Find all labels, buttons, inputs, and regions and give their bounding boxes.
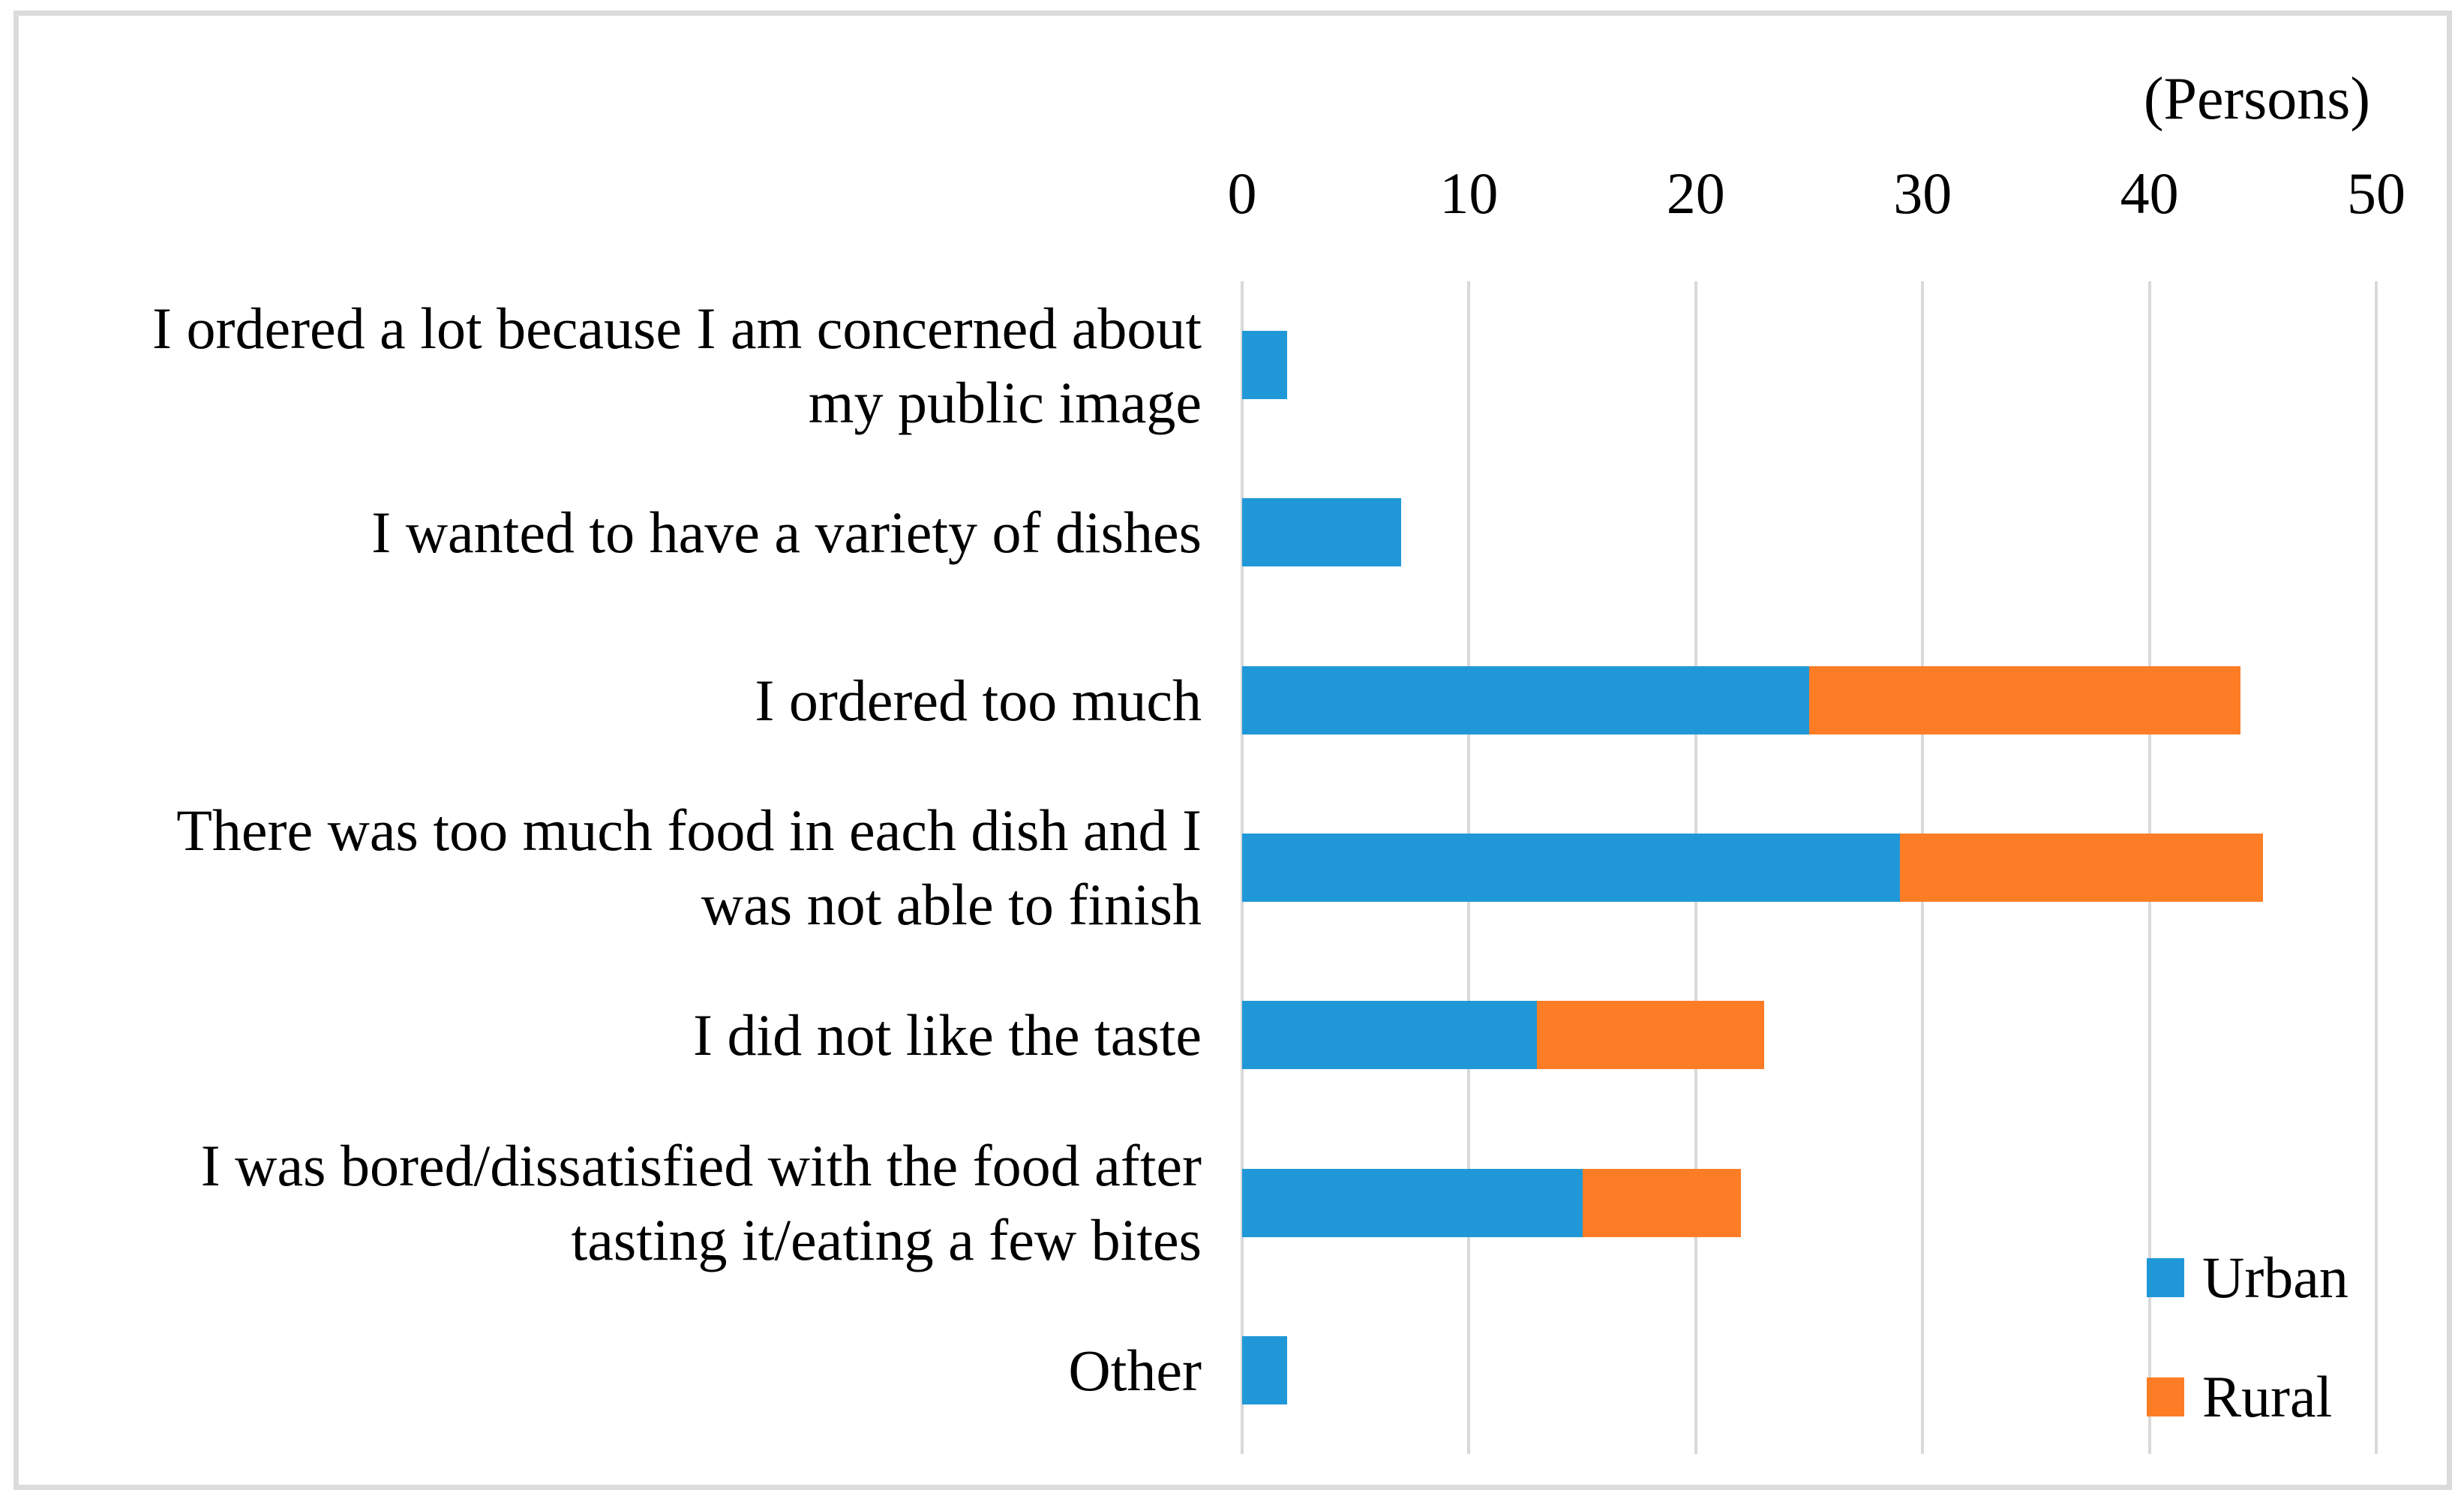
- category-label: There was too much food in each dish and…: [176, 798, 1202, 938]
- legend-label-rural: Rural: [2202, 1364, 2333, 1429]
- bar-segment-urban: [1242, 665, 1809, 734]
- x-tick-label-40: 40: [2120, 161, 2179, 226]
- bar-segment-rural: [1582, 1168, 1742, 1237]
- legend-swatch-rural: [2147, 1377, 2184, 1416]
- legend-swatch-urban: [2147, 1258, 2184, 1297]
- bar-row: [1242, 1168, 1742, 1237]
- bar-row: [1242, 331, 1288, 400]
- bar-segment-urban: [1242, 498, 1401, 567]
- bar-row: [1242, 1335, 1288, 1404]
- x-tick-label-0: 0: [1227, 161, 1257, 226]
- legend-entry-urban: Urban: [2147, 1248, 2348, 1307]
- bar-row: [1242, 498, 1401, 567]
- category-label: I was bored/dissatisfied with the food a…: [200, 1133, 1202, 1273]
- x-tick-label-10: 10: [1439, 161, 1499, 226]
- bar-segment-urban: [1242, 1335, 1288, 1404]
- category-label: Other: [1068, 1337, 1202, 1403]
- x-tick-label-50: 50: [2347, 161, 2405, 226]
- legend-label-urban: Urban: [2202, 1245, 2348, 1310]
- bar-segment-urban: [1242, 1001, 1538, 1070]
- x-tick-label-30: 30: [1893, 161, 1952, 226]
- category-label: I ordered a lot because I am concerned a…: [152, 295, 1202, 435]
- bar-segment-urban: [1242, 1168, 1583, 1237]
- x-tick-label-20: 20: [1666, 161, 1725, 226]
- bar-segment-rural: [1899, 834, 2263, 902]
- category-label: I wanted to have a variety of dishes: [371, 500, 1202, 566]
- bar-segment-rural: [1537, 1001, 1764, 1070]
- bar-row: [1242, 1001, 1764, 1070]
- bar-segment-rural: [1809, 665, 2240, 734]
- category-label: I did not like the taste: [692, 1002, 1202, 1068]
- figure-border: [14, 11, 2452, 1490]
- axis-unit-title: (Persons): [2143, 66, 2370, 132]
- gridline-50: [2375, 281, 2378, 1454]
- category-label: I ordered too much: [755, 667, 1202, 733]
- bar-segment-urban: [1242, 331, 1288, 400]
- bar-row: [1242, 834, 2263, 902]
- bar-row: [1242, 665, 2240, 734]
- legend-entry-rural: Rural: [2147, 1368, 2332, 1426]
- bar-segment-urban: [1242, 834, 1900, 902]
